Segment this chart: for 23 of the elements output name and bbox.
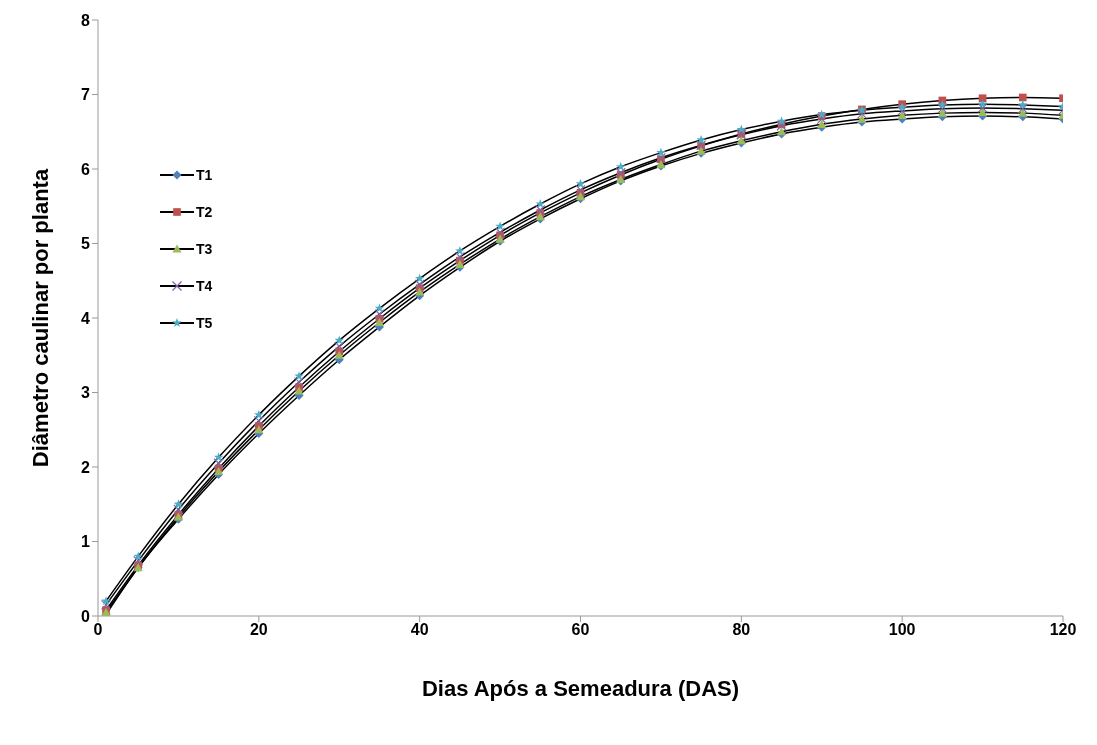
y-tick-label: 2 bbox=[81, 458, 91, 476]
y-tick-label: 0 bbox=[81, 607, 91, 625]
x-tick-label: 20 bbox=[249, 621, 268, 639]
y-tick-label: 1 bbox=[81, 533, 91, 551]
y-tick-label: 4 bbox=[81, 309, 91, 327]
x-tick-label: 60 bbox=[571, 621, 590, 639]
x-tick-label: 80 bbox=[732, 621, 751, 639]
x-tick-label: 40 bbox=[410, 621, 429, 639]
y-axis-title: Diâmetro caulinar por planta bbox=[27, 168, 53, 468]
x-tick-label: 120 bbox=[1049, 621, 1077, 639]
legend-label: T2 bbox=[196, 203, 213, 220]
y-tick-label: 5 bbox=[81, 235, 91, 253]
legend-label: T1 bbox=[196, 166, 213, 183]
y-tick-label: 7 bbox=[81, 86, 91, 104]
x-axis-title: Dias Após a Semeadura (DAS) bbox=[421, 676, 740, 701]
y-tick-label: 6 bbox=[81, 160, 91, 178]
y-tick-label: 3 bbox=[81, 384, 91, 402]
y-tick-label: 8 bbox=[81, 11, 91, 29]
legend-label: T3 bbox=[196, 240, 213, 257]
x-tick-label: 0 bbox=[93, 621, 103, 639]
x-tick-label: 100 bbox=[888, 621, 916, 639]
legend-label: T4 bbox=[196, 277, 213, 294]
legend-label: T5 bbox=[196, 314, 213, 331]
